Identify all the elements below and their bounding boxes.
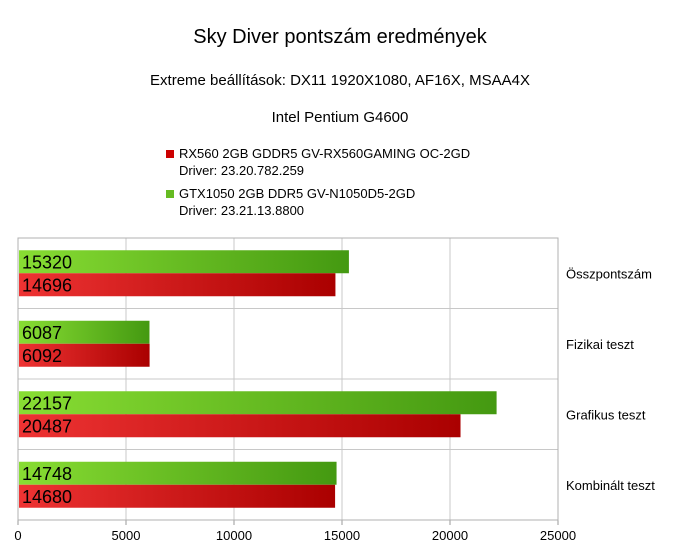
bar-value-label: 14748: [22, 464, 72, 484]
x-tick-label: 20000: [432, 528, 468, 543]
legend-driver-gtx1050: Driver: 23.21.13.8800: [179, 203, 305, 218]
chart-title: Sky Diver pontszám eredmények: [193, 26, 487, 48]
legend-label-rx560: RX560 2GB GDDR5 GV-RX560GAMING OC-2GD: [179, 146, 471, 161]
plot-frame: [17, 237, 559, 521]
x-tick-label: 25000: [540, 528, 576, 543]
x-tick-label: 0: [14, 528, 21, 543]
legend-driver-rx560: Driver: 23.20.782.259: [179, 163, 305, 178]
bar-rx560: [19, 484, 336, 508]
category-label: Fizikai teszt: [566, 337, 634, 352]
bar-gtx1050: [19, 391, 497, 415]
bar-gtx1050: [19, 250, 349, 274]
bar-rx560: [19, 343, 150, 367]
category-label: Kombinált teszt: [566, 478, 655, 493]
bar-rx560: [19, 414, 461, 438]
bar-value-label: 14696: [22, 275, 72, 295]
chart-subtitle: Extreme beállítások: DX11 1920X1080, AF1…: [150, 72, 530, 89]
bar-value-label: 22157: [22, 393, 72, 413]
category-label: Összpontszám: [566, 266, 652, 281]
bar-gtx1050: [19, 320, 150, 344]
bar-value-label: 6092: [22, 346, 62, 366]
bar-value-label: 6087: [22, 323, 62, 343]
x-tick-label: 5000: [112, 528, 141, 543]
bar-value-label: 20487: [22, 416, 72, 436]
bar-value-label: 14680: [22, 487, 72, 507]
chart-subtitle-cpu: Intel Pentium G4600: [271, 109, 409, 126]
bar-gtx1050: [19, 461, 337, 485]
bar-rx560: [19, 273, 336, 297]
bar-value-label: 15320: [22, 252, 72, 272]
legend-swatch-rx560: [166, 150, 174, 158]
legend-swatch-gtx1050: [166, 190, 174, 198]
x-tick-label: 15000: [324, 528, 360, 543]
x-tick-label: 10000: [216, 528, 252, 543]
category-label: Grafikus teszt: [566, 407, 646, 422]
legend-label-gtx1050: GTX1050 2GB DDR5 GV-N1050D5-2GD: [179, 186, 416, 201]
